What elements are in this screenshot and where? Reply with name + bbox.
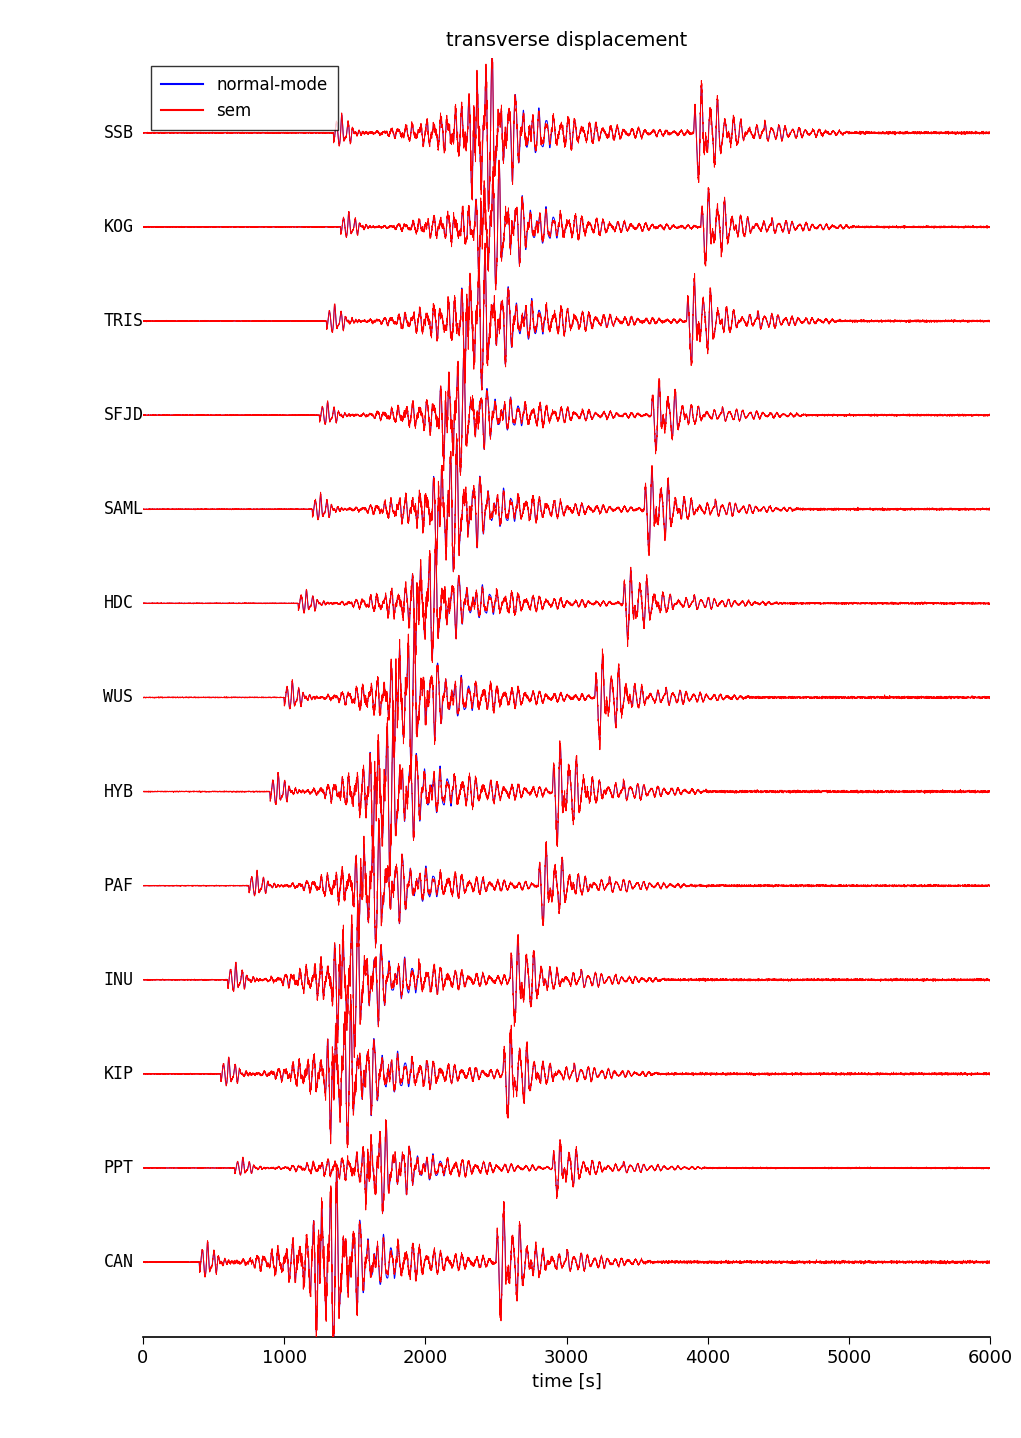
Text: CAN: CAN — [103, 1252, 134, 1271]
Text: SAML: SAML — [103, 500, 143, 518]
Text: KOG: KOG — [103, 219, 134, 236]
Text: SSB: SSB — [103, 124, 134, 142]
Text: INU: INU — [103, 971, 134, 989]
Text: KIP: KIP — [103, 1066, 134, 1083]
X-axis label: time [s]: time [s] — [532, 1373, 601, 1391]
Text: WUS: WUS — [103, 689, 134, 706]
Text: PPT: PPT — [103, 1159, 134, 1176]
Text: PAF: PAF — [103, 877, 134, 894]
Text: TRIS: TRIS — [103, 312, 143, 329]
Text: HDC: HDC — [103, 594, 134, 613]
Text: HYB: HYB — [103, 782, 134, 801]
Title: transverse displacement: transverse displacement — [446, 32, 687, 50]
Text: SFJD: SFJD — [103, 406, 143, 424]
Legend: normal-mode, sem: normal-mode, sem — [151, 66, 338, 131]
